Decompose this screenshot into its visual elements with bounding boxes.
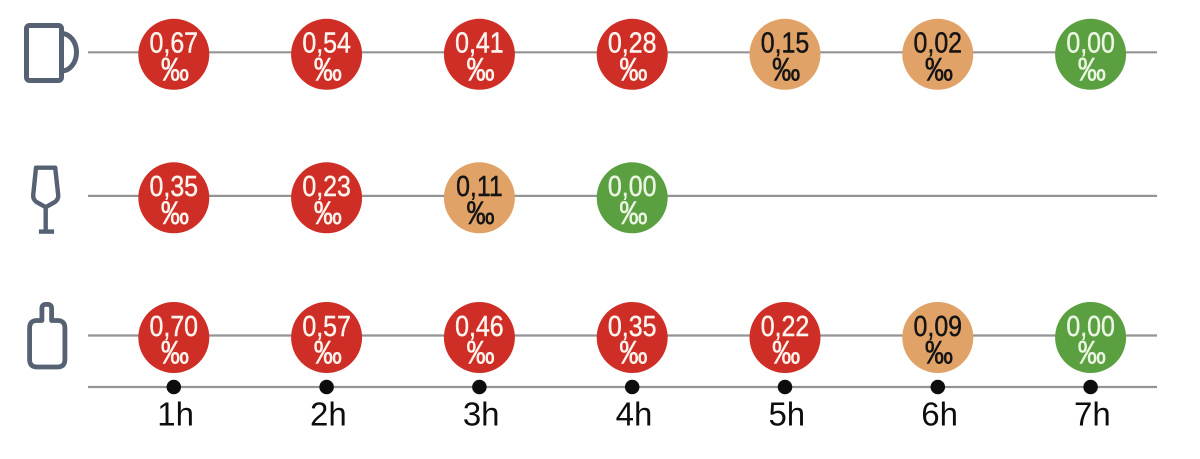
svg-text:‰: ‰ xyxy=(314,53,342,88)
svg-text:7h: 7h xyxy=(1074,396,1111,433)
svg-text:‰: ‰ xyxy=(314,336,342,371)
svg-text:0,70: 0,70 xyxy=(150,310,199,342)
svg-text:‰: ‰ xyxy=(925,53,953,88)
svg-text:‰: ‰ xyxy=(467,53,495,88)
svg-text:0,28: 0,28 xyxy=(608,27,657,59)
svg-text:0,67: 0,67 xyxy=(150,27,199,59)
svg-text:‰: ‰ xyxy=(619,336,647,371)
svg-text:0,57: 0,57 xyxy=(302,310,351,342)
svg-text:3h: 3h xyxy=(463,396,500,433)
svg-text:‰: ‰ xyxy=(161,196,189,231)
svg-text:‰: ‰ xyxy=(1078,336,1106,371)
svg-text:0,46: 0,46 xyxy=(455,310,504,342)
svg-text:‰: ‰ xyxy=(314,196,342,231)
svg-text:5h: 5h xyxy=(768,396,805,433)
svg-text:0,00: 0,00 xyxy=(1066,310,1115,342)
svg-text:‰: ‰ xyxy=(772,53,800,88)
svg-text:0,15: 0,15 xyxy=(761,27,810,59)
svg-text:‰: ‰ xyxy=(619,53,647,88)
svg-text:0,22: 0,22 xyxy=(761,310,810,342)
svg-text:‰: ‰ xyxy=(772,336,800,371)
svg-text:0,11: 0,11 xyxy=(456,170,503,202)
svg-text:0,35: 0,35 xyxy=(150,170,199,202)
svg-text:0,35: 0,35 xyxy=(608,310,657,342)
svg-text:0,02: 0,02 xyxy=(914,27,963,59)
svg-text:0,00: 0,00 xyxy=(608,170,657,202)
svg-text:‰: ‰ xyxy=(161,336,189,371)
svg-text:‰: ‰ xyxy=(467,196,495,231)
svg-text:6h: 6h xyxy=(921,396,958,433)
svg-text:0,41: 0,41 xyxy=(455,27,504,59)
svg-text:‰: ‰ xyxy=(1078,53,1106,88)
svg-text:0,23: 0,23 xyxy=(302,170,351,202)
svg-text:1h: 1h xyxy=(157,396,194,433)
svg-text:4h: 4h xyxy=(616,396,653,433)
svg-text:‰: ‰ xyxy=(925,336,953,371)
svg-text:‰: ‰ xyxy=(161,53,189,88)
svg-text:‰: ‰ xyxy=(619,196,647,231)
svg-text:0,00: 0,00 xyxy=(1066,27,1115,59)
svg-text:0,09: 0,09 xyxy=(914,310,963,342)
svg-text:‰: ‰ xyxy=(467,336,495,371)
svg-text:0,54: 0,54 xyxy=(302,27,351,59)
svg-text:2h: 2h xyxy=(310,396,347,433)
